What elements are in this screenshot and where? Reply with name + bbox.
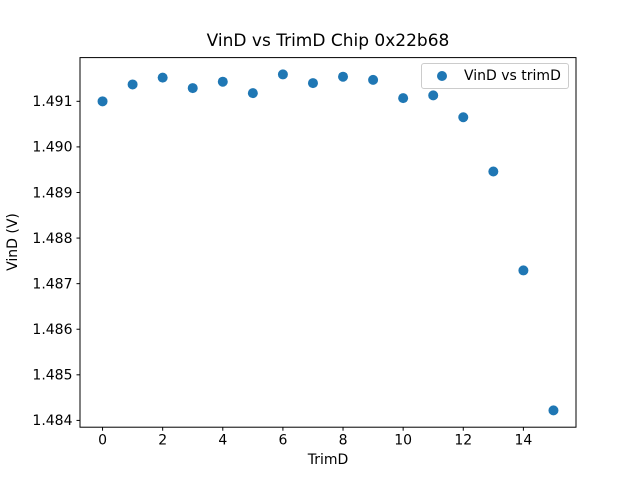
- x-tick-label: 10: [394, 433, 412, 449]
- x-tick-label: 14: [514, 433, 532, 449]
- data-point: [217, 76, 228, 87]
- data-point: [307, 78, 318, 89]
- chart-title: VinD vs TrimD Chip 0x22b68: [206, 31, 450, 51]
- y-tick-label: 1.485: [32, 368, 72, 384]
- y-tick-label: 1.490: [32, 140, 72, 156]
- y-axis-label: VinD (V): [5, 213, 21, 271]
- y-tick-label: 1.489: [32, 185, 72, 201]
- x-tick-label: 0: [98, 433, 107, 449]
- data-point: [458, 112, 469, 123]
- x-tick-label: 8: [339, 433, 348, 449]
- x-axis-label: TrimD: [307, 452, 349, 468]
- data-point: [398, 93, 409, 104]
- x-tick-label: 6: [278, 433, 287, 449]
- data-point: [277, 69, 288, 80]
- data-point: [428, 90, 439, 101]
- data-point: [488, 166, 499, 177]
- legend-label: VinD vs trimD: [464, 68, 561, 84]
- y-tick-label: 1.486: [32, 322, 72, 338]
- y-tick-label: 1.487: [32, 276, 72, 292]
- legend-marker-icon: [437, 71, 447, 81]
- data-point: [157, 72, 168, 83]
- x-tick-label: 4: [218, 433, 227, 449]
- data-point: [368, 74, 379, 85]
- data-point: [247, 88, 258, 99]
- data-point: [127, 79, 138, 90]
- legend: VinD vs trimD: [421, 63, 569, 89]
- data-point: [548, 405, 559, 416]
- y-tick-label: 1.484: [32, 413, 72, 429]
- y-tick-label: 1.488: [32, 231, 72, 247]
- y-tick-label: 1.491: [32, 94, 72, 110]
- data-point: [518, 265, 529, 276]
- data-point: [338, 71, 349, 82]
- plot-border: [79, 57, 577, 428]
- data-point: [187, 83, 198, 94]
- x-tick-label: 12: [454, 433, 472, 449]
- x-tick-label: 2: [158, 433, 167, 449]
- data-point: [97, 96, 108, 107]
